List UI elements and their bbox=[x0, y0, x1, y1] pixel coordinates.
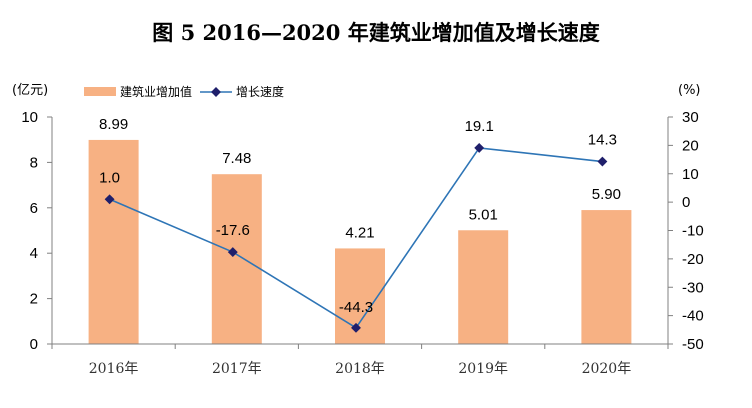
line-value-label: 19.1 bbox=[465, 118, 494, 135]
right-tick-label: -10 bbox=[682, 223, 704, 240]
legend: 建筑业增加值 增长速度 bbox=[84, 84, 284, 99]
left-tick-label: 8 bbox=[30, 154, 38, 171]
left-tick-label: 0 bbox=[30, 336, 38, 353]
bar-value-label: 8.99 bbox=[99, 116, 128, 133]
right-tick-label: 0 bbox=[682, 194, 690, 211]
line-marker bbox=[227, 247, 238, 258]
chart-title: 图 5 2016—2020 年建筑业增加值及增长速度 bbox=[152, 20, 599, 45]
bar bbox=[458, 230, 509, 344]
right-tick-label: -50 bbox=[682, 336, 704, 353]
left-tick-label: 6 bbox=[30, 200, 38, 217]
legend-line-label: 增长速度 bbox=[236, 84, 284, 99]
x-tick-label: 2019年 bbox=[458, 361, 508, 377]
x-tick-label: 2016年 bbox=[89, 361, 139, 377]
left-axis-ticks: 0 2 4 6 8 10 bbox=[21, 109, 52, 353]
bar-value-label: 5.01 bbox=[469, 206, 498, 223]
legend-bar-swatch bbox=[84, 87, 116, 96]
x-tick-label: 2018年 bbox=[335, 361, 385, 377]
left-axis-unit: (亿元) bbox=[12, 83, 48, 98]
line-series bbox=[104, 142, 608, 333]
bar bbox=[581, 210, 632, 344]
line-marker bbox=[474, 142, 485, 153]
legend-line-marker bbox=[211, 87, 221, 97]
bar bbox=[88, 139, 139, 344]
bar-value-label: 4.21 bbox=[345, 224, 374, 241]
bar-data-labels: 8.99 7.48 4.21 5.01 5.90 bbox=[99, 116, 621, 242]
bar bbox=[211, 174, 262, 344]
line-marker bbox=[351, 322, 361, 333]
line-value-label: 14.3 bbox=[588, 132, 617, 149]
right-axis-unit: (%) bbox=[678, 83, 701, 98]
bar-series bbox=[88, 139, 632, 344]
line-marker bbox=[597, 156, 608, 167]
right-tick-label: 10 bbox=[682, 166, 699, 183]
left-tick-label: 2 bbox=[30, 291, 38, 308]
right-tick-label: -30 bbox=[682, 279, 704, 296]
line-value-label: -17.6 bbox=[216, 222, 250, 239]
x-axis-ticks: 2016年 2017年 2018年 2019年 2020年 bbox=[51, 344, 669, 377]
right-tick-label: 30 bbox=[682, 109, 699, 126]
line-data-labels: 1.0 -17.6 -44.3 19.1 14.3 bbox=[99, 118, 617, 316]
left-tick-label: 4 bbox=[30, 245, 38, 262]
right-tick-label: 20 bbox=[682, 137, 699, 154]
legend-bar-label: 建筑业增加值 bbox=[120, 84, 192, 99]
x-tick-label: 2020年 bbox=[582, 361, 632, 377]
line-marker bbox=[104, 194, 115, 205]
bar-value-label: 7.48 bbox=[222, 150, 251, 167]
right-tick-label: -20 bbox=[682, 251, 704, 268]
right-tick-label: -40 bbox=[682, 308, 704, 325]
x-tick-label: 2017年 bbox=[212, 361, 262, 377]
right-axis-ticks: 30 20 10 0 -10 -20 -30 -40 -50 bbox=[668, 109, 704, 353]
left-tick-label: 10 bbox=[21, 109, 38, 126]
bar-value-label: 5.90 bbox=[592, 186, 621, 203]
line-value-label: 1.0 bbox=[99, 169, 120, 186]
line-value-label: -44.3 bbox=[339, 299, 373, 316]
